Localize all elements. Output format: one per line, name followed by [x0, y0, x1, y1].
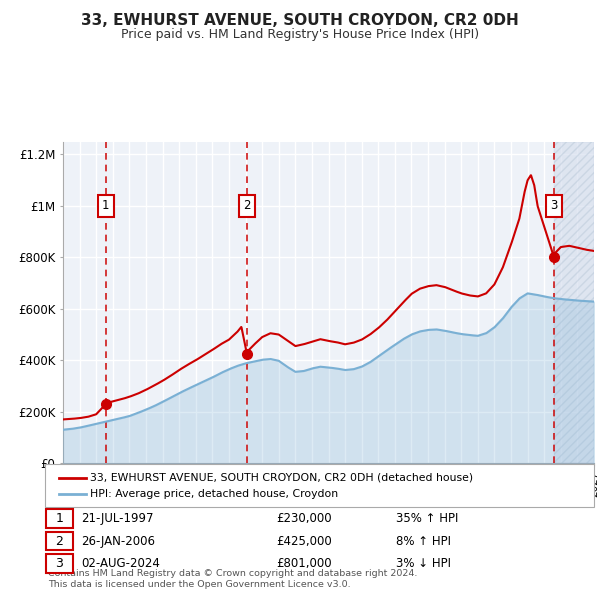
Text: Price paid vs. HM Land Registry's House Price Index (HPI): Price paid vs. HM Land Registry's House … — [121, 28, 479, 41]
Text: 33, EWHURST AVENUE, SOUTH CROYDON, CR2 0DH (detached house): 33, EWHURST AVENUE, SOUTH CROYDON, CR2 0… — [90, 473, 473, 483]
Text: HPI: Average price, detached house, Croydon: HPI: Average price, detached house, Croy… — [90, 489, 338, 499]
Text: 3: 3 — [550, 199, 557, 212]
Text: Contains HM Land Registry data © Crown copyright and database right 2024.
This d: Contains HM Land Registry data © Crown c… — [48, 569, 418, 589]
Text: 33, EWHURST AVENUE, SOUTH CROYDON, CR2 0DH: 33, EWHURST AVENUE, SOUTH CROYDON, CR2 0… — [81, 13, 519, 28]
Text: 21-JUL-1997: 21-JUL-1997 — [81, 512, 154, 525]
Text: 26-JAN-2006: 26-JAN-2006 — [81, 535, 155, 548]
Bar — [554, 142, 594, 463]
Text: 02-AUG-2024: 02-AUG-2024 — [81, 557, 160, 570]
Text: 1: 1 — [102, 199, 110, 212]
Bar — [554, 142, 594, 463]
Text: 3: 3 — [55, 557, 64, 570]
Text: 2: 2 — [55, 535, 64, 548]
Text: £801,000: £801,000 — [276, 557, 332, 570]
Text: 1: 1 — [55, 512, 64, 525]
Text: £230,000: £230,000 — [276, 512, 332, 525]
Text: 35% ↑ HPI: 35% ↑ HPI — [396, 512, 458, 525]
Text: £425,000: £425,000 — [276, 535, 332, 548]
Text: 3% ↓ HPI: 3% ↓ HPI — [396, 557, 451, 570]
Text: 8% ↑ HPI: 8% ↑ HPI — [396, 535, 451, 548]
Text: 2: 2 — [243, 199, 251, 212]
